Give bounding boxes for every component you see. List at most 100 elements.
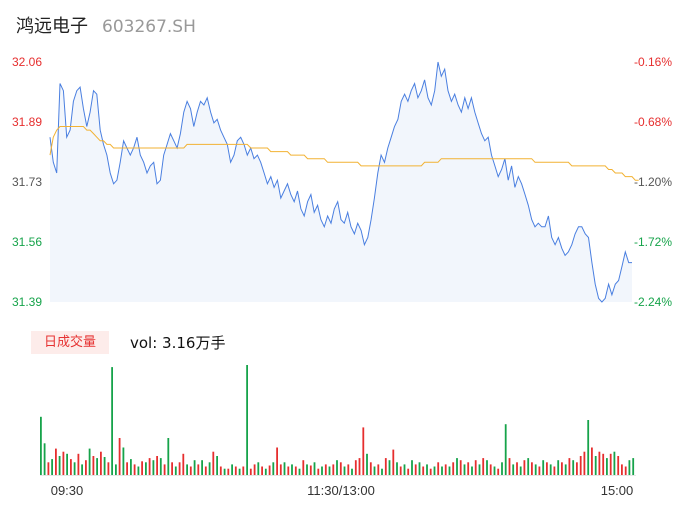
volume-bar bbox=[418, 462, 421, 475]
volume-bar bbox=[107, 462, 110, 475]
volume-bar bbox=[512, 464, 515, 475]
price-area bbox=[50, 62, 632, 302]
volume-bar bbox=[448, 466, 451, 475]
volume-bar bbox=[527, 458, 530, 475]
volume-bar bbox=[55, 448, 57, 475]
volume-bar bbox=[557, 460, 560, 475]
volume-bar bbox=[606, 458, 608, 475]
volume-bar bbox=[396, 462, 398, 475]
volume-bar bbox=[388, 460, 391, 475]
volume-bar bbox=[126, 462, 128, 475]
volume-bar bbox=[317, 468, 320, 475]
volume-bar bbox=[467, 462, 470, 475]
volume-bar bbox=[156, 456, 158, 475]
volume-bar bbox=[366, 453, 368, 475]
y-tick-left-label: 31.73 bbox=[12, 175, 42, 189]
volume-bar bbox=[227, 468, 230, 475]
volume-bar bbox=[216, 456, 218, 475]
volume-bar bbox=[130, 459, 132, 475]
volume-bar bbox=[77, 453, 80, 475]
volume-bar bbox=[287, 466, 290, 475]
volume-bar bbox=[381, 468, 383, 475]
volume-bar bbox=[587, 420, 590, 475]
volume-bar bbox=[377, 464, 380, 475]
volume-bar bbox=[291, 464, 293, 475]
volume-bar bbox=[351, 468, 353, 475]
volume-bar bbox=[62, 451, 65, 475]
volume-bar bbox=[433, 466, 436, 475]
volume-bar bbox=[572, 460, 575, 475]
volume-bar bbox=[40, 416, 42, 475]
volume-bar bbox=[58, 456, 61, 475]
volume-bar bbox=[332, 464, 335, 475]
volume-bar bbox=[141, 461, 143, 476]
volume-bar bbox=[632, 458, 635, 475]
volume-bar bbox=[459, 460, 462, 475]
volume-bar bbox=[163, 464, 166, 475]
volume-bar bbox=[219, 466, 222, 475]
volume-bar bbox=[88, 448, 91, 475]
volume-bar bbox=[178, 462, 181, 475]
volume-bar bbox=[369, 462, 372, 475]
volume-bar bbox=[617, 456, 620, 475]
volume-bar bbox=[354, 460, 357, 475]
stock-name: 鸿远电子 bbox=[16, 16, 88, 37]
volume-bar bbox=[212, 451, 215, 475]
volume-bar bbox=[111, 367, 113, 475]
volume-bar bbox=[186, 464, 188, 475]
volume-bar bbox=[115, 464, 117, 475]
volume-bar bbox=[568, 458, 571, 475]
volume-bar bbox=[313, 462, 316, 475]
volume-bar bbox=[66, 453, 68, 475]
volume-bar bbox=[384, 458, 387, 475]
volume-bar bbox=[594, 456, 597, 475]
volume-bar bbox=[204, 466, 207, 475]
volume-bar bbox=[272, 462, 275, 475]
y-tick-left-label: 31.89 bbox=[12, 115, 42, 129]
volume-bar bbox=[43, 443, 46, 475]
volume-bar bbox=[324, 464, 327, 475]
volume-bar bbox=[444, 464, 447, 475]
volume-bar bbox=[171, 462, 173, 475]
volume-bar bbox=[452, 462, 455, 475]
volume-bar bbox=[85, 460, 87, 475]
volume-bar bbox=[542, 460, 545, 475]
volume-bar bbox=[137, 466, 140, 475]
volume-bar bbox=[489, 464, 492, 475]
volume-bar bbox=[234, 466, 237, 475]
volume-bar bbox=[531, 462, 533, 475]
x-tick-label: 09:30 bbox=[51, 483, 84, 498]
volume-bar bbox=[486, 460, 488, 475]
volume-tab[interactable]: 日成交量 bbox=[31, 331, 109, 354]
volume-bar bbox=[519, 466, 522, 475]
volume-bar bbox=[223, 468, 226, 475]
volume-bar bbox=[238, 468, 241, 475]
volume-bar bbox=[493, 466, 496, 475]
volume-bar bbox=[283, 462, 286, 475]
volume-bar bbox=[145, 462, 147, 475]
volume-bar bbox=[549, 464, 552, 475]
volume-bar bbox=[152, 460, 155, 475]
volume-bar bbox=[546, 462, 548, 475]
volume-bar bbox=[133, 464, 136, 475]
volume-bar bbox=[118, 438, 121, 475]
volume-bar bbox=[261, 466, 263, 475]
volume-bar bbox=[583, 451, 586, 475]
volume-bar bbox=[508, 458, 511, 475]
y-tick-left-label: 31.56 bbox=[12, 235, 42, 249]
volume-bar bbox=[347, 464, 350, 475]
volume-bar bbox=[497, 468, 500, 475]
volume-bar bbox=[268, 465, 271, 475]
volume-bar bbox=[474, 460, 477, 475]
volume-bar bbox=[478, 464, 481, 475]
volume-bar bbox=[538, 466, 541, 475]
volume-bar bbox=[598, 451, 601, 475]
volume-bar bbox=[122, 447, 125, 475]
volume-bar bbox=[576, 462, 578, 475]
volume-bar bbox=[70, 459, 72, 475]
volume-bar bbox=[456, 458, 458, 475]
volume-bar bbox=[362, 427, 365, 475]
volume-bar bbox=[159, 458, 162, 475]
volume-bar bbox=[249, 468, 252, 475]
